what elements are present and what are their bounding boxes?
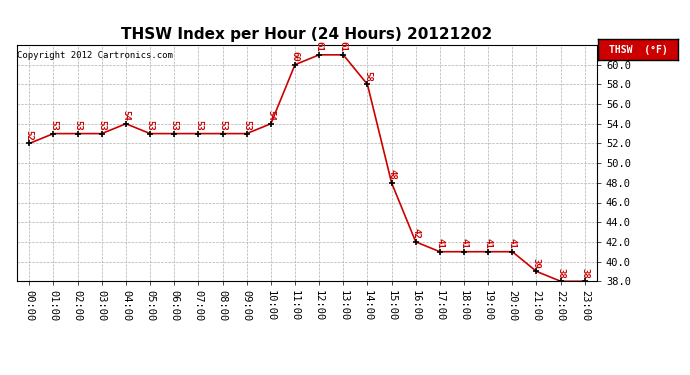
Text: 60: 60: [290, 51, 299, 62]
Text: 53: 53: [73, 120, 82, 131]
Text: 38: 38: [556, 268, 565, 279]
Text: 41: 41: [460, 238, 469, 249]
Text: THSW  (°F): THSW (°F): [609, 45, 667, 55]
Text: 61: 61: [339, 41, 348, 52]
Text: 52: 52: [25, 130, 34, 141]
Text: 53: 53: [49, 120, 58, 131]
Text: 54: 54: [121, 110, 130, 121]
Text: 39: 39: [532, 258, 541, 268]
Text: 38: 38: [580, 268, 589, 279]
Text: 53: 53: [218, 120, 227, 131]
Text: 53: 53: [170, 120, 179, 131]
Text: 48: 48: [387, 169, 396, 180]
Text: 53: 53: [242, 120, 251, 131]
Text: 61: 61: [315, 41, 324, 52]
Text: 58: 58: [363, 71, 372, 82]
Text: 42: 42: [411, 228, 420, 239]
Text: 53: 53: [97, 120, 106, 131]
Text: 41: 41: [435, 238, 444, 249]
Text: 53: 53: [194, 120, 203, 131]
Title: THSW Index per Hour (24 Hours) 20121202: THSW Index per Hour (24 Hours) 20121202: [121, 27, 493, 42]
Text: 41: 41: [484, 238, 493, 249]
Text: 54: 54: [266, 110, 275, 121]
Text: 41: 41: [508, 238, 517, 249]
Text: 53: 53: [146, 120, 155, 131]
Text: Copyright 2012 Cartronics.com: Copyright 2012 Cartronics.com: [17, 51, 173, 60]
